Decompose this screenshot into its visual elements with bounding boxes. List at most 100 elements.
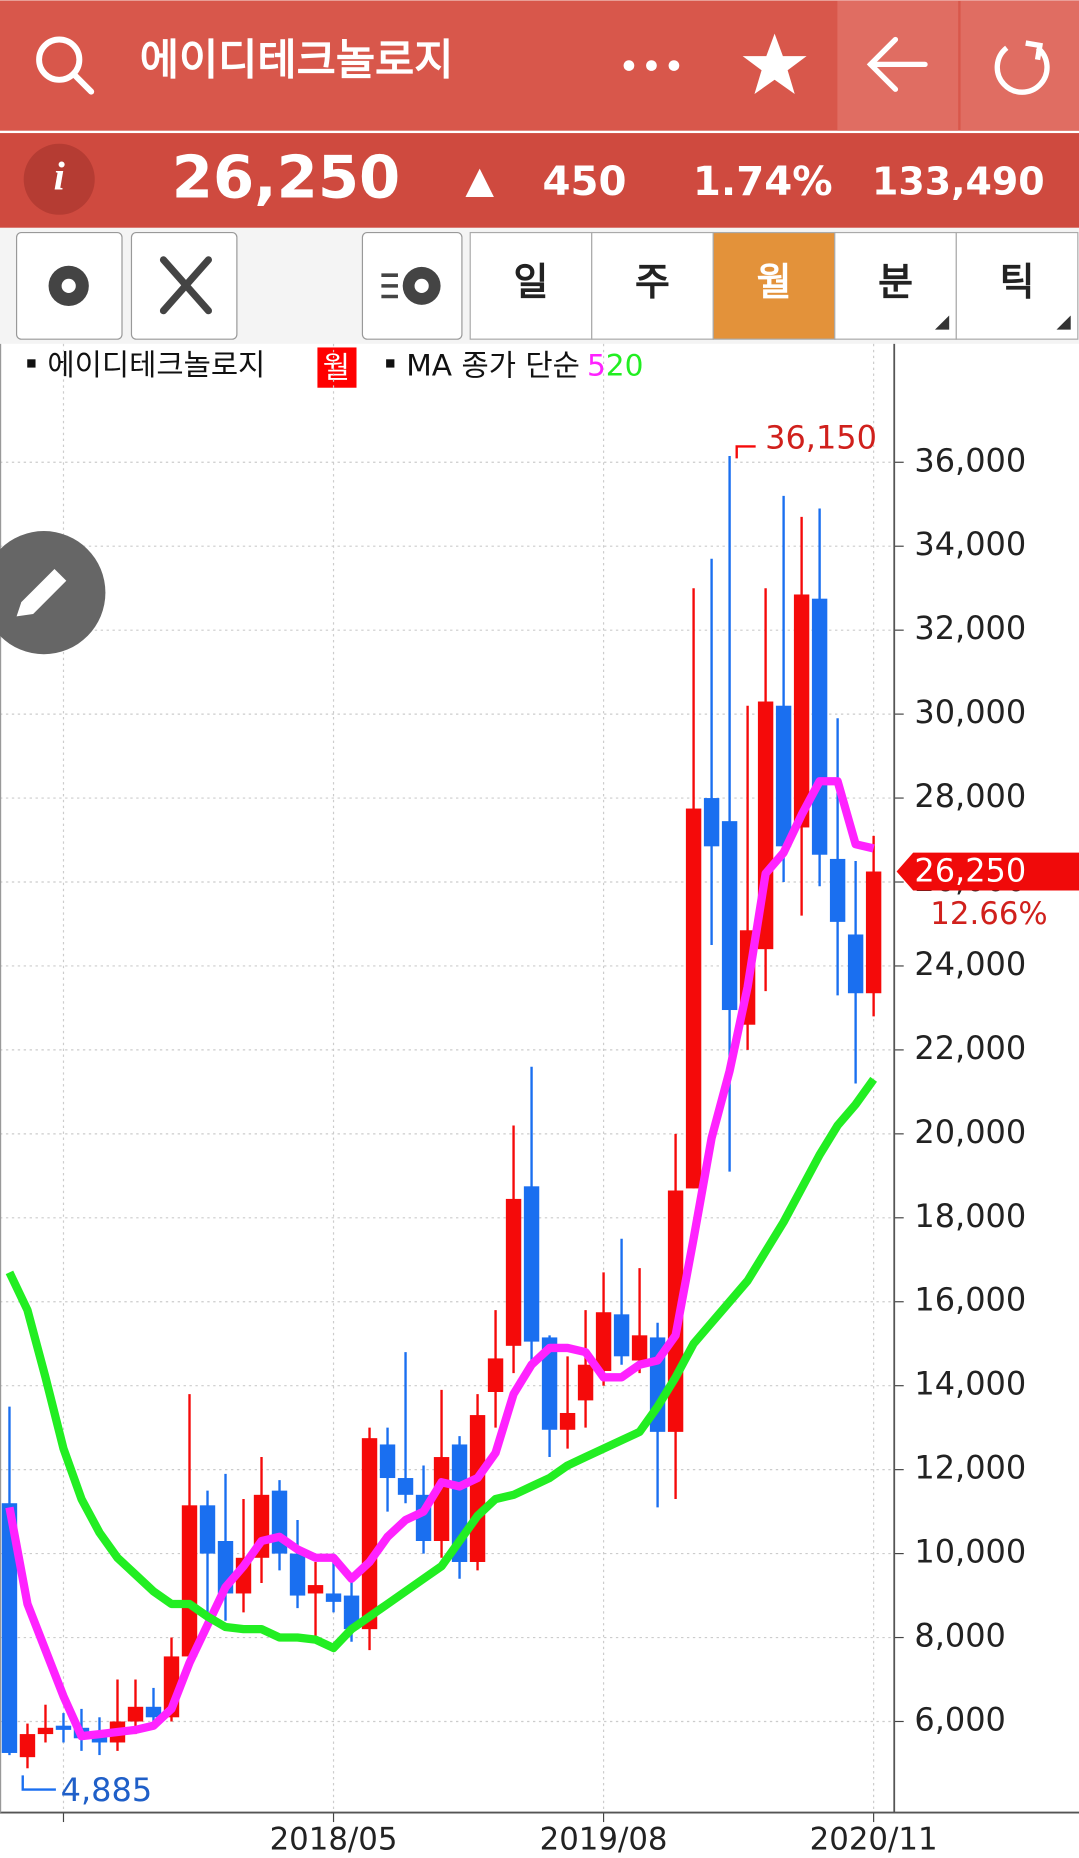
candle-body [433,1457,450,1541]
min-arrow [21,1775,56,1791]
chart: 에이디테크놀로지 월 MA 종가 단순 520 6,000 8,000 10,000 12,0… [0,343,1079,1857]
y-tick-label: 12,000 [914,1449,1026,1487]
candle-body [379,1444,396,1479]
more-icon[interactable] [623,60,680,71]
legend-marker [386,359,395,368]
submenu-mark [1056,315,1071,330]
period-tab[interactable] [591,231,714,340]
period-label: 일 [514,260,549,304]
candle-body [199,1505,216,1554]
y-tick-label: 10,000 [914,1533,1026,1571]
refresh-button-bg[interactable] [960,0,1079,131]
period-tab[interactable] [712,231,836,340]
period-label: 주 [635,260,670,304]
period-label: 월 [757,260,792,304]
period-label: 틱 [1000,260,1035,304]
candle-body [703,798,720,847]
candle-body [487,1358,504,1392]
period-tab[interactable] [955,231,1079,340]
y-tick-label: 30,000 [914,693,1026,731]
up-arrow [465,168,494,198]
candle-body [145,1706,162,1718]
candle-body [829,858,846,922]
info-button[interactable] [23,143,95,215]
info-icon: i [54,154,66,199]
candle-body [469,1415,486,1562]
settings-icon [48,265,89,306]
candle-body [847,934,864,994]
x-tick-label: 2020/11 [810,1821,938,1857]
change-rate: 1.74% [693,159,833,205]
tools-icon [159,256,213,315]
refresh-icon[interactable] [994,40,1050,95]
y-tick-label: 18,000 [914,1197,1026,1235]
candle-body [613,1314,630,1357]
indicator-icon [381,266,441,305]
ma-label: MA 종가 단순 [406,348,580,382]
candle-body [559,1412,576,1430]
x-tick-label: 2019/08 [540,1821,668,1857]
stock-title: 에이디테크놀로지 [140,36,454,86]
y-tick-label: 32,000 [914,609,1026,647]
ma-line [5,777,875,1741]
candle-body [595,1312,612,1372]
change: 450 [542,159,626,205]
search-icon[interactable] [36,36,95,95]
candle-body [181,1505,198,1657]
ma-period: 20 [606,348,644,382]
candle-body [1,1503,18,1753]
last-rate-label: 12.66% [930,896,1047,932]
last-price-tag [896,852,1079,891]
y-tick-label: 8,000 [914,1617,1006,1655]
candle-body [19,1734,36,1758]
ma-period: 5 [587,348,606,382]
candle-body [721,821,738,1011]
candle-body [541,1337,558,1430]
candle-body [361,1438,378,1630]
legend-name: 에이디테크놀로지 [47,348,265,382]
back-icon[interactable] [866,36,928,92]
candle-body [91,1734,108,1743]
min-label: 4,885 [61,1771,153,1809]
y-tick-label: 14,000 [914,1365,1026,1403]
candle-body [631,1335,648,1361]
candle-body [343,1595,360,1630]
price: 26,250 [172,143,401,212]
y-tick-label: 36,000 [914,441,1026,479]
y-tick-label: 24,000 [914,945,1026,983]
max-arrow [735,445,756,459]
candle-body [289,1553,306,1596]
x-tick-label: 2018/05 [270,1821,398,1857]
favorite-icon[interactable] [742,33,807,94]
candle-body [37,1727,54,1735]
ma-line [5,1076,877,1653]
volume: 133,490 [872,160,1045,204]
edit-button[interactable] [0,531,106,655]
candle-body [865,871,882,994]
candle-body [325,1593,342,1602]
candle-body [811,598,828,855]
candle-body [505,1198,522,1346]
y-tick-label: 16,000 [914,1281,1026,1319]
y-tick-label: 28,000 [914,777,1026,815]
period-tab[interactable] [469,231,593,340]
candle-body [397,1478,414,1495]
candle-body [775,705,792,847]
y-tick-label: 6,000 [914,1700,1006,1738]
candle-body [577,1364,594,1401]
y-tick-label: 22,000 [914,1029,1026,1067]
last-price-label: 26,250 [914,852,1026,890]
y-tick-label: 34,000 [914,525,1026,563]
legend-ma: MA 종가 단순 520 [406,348,643,382]
legend-marker [27,359,36,368]
period-tab[interactable] [834,231,957,340]
candle-body [523,1186,540,1342]
period-badge [317,347,357,388]
quote-bar [0,133,1079,228]
candle-body [307,1585,324,1594]
y-tick-label: 20,000 [914,1113,1026,1151]
candle-body [685,808,702,1189]
